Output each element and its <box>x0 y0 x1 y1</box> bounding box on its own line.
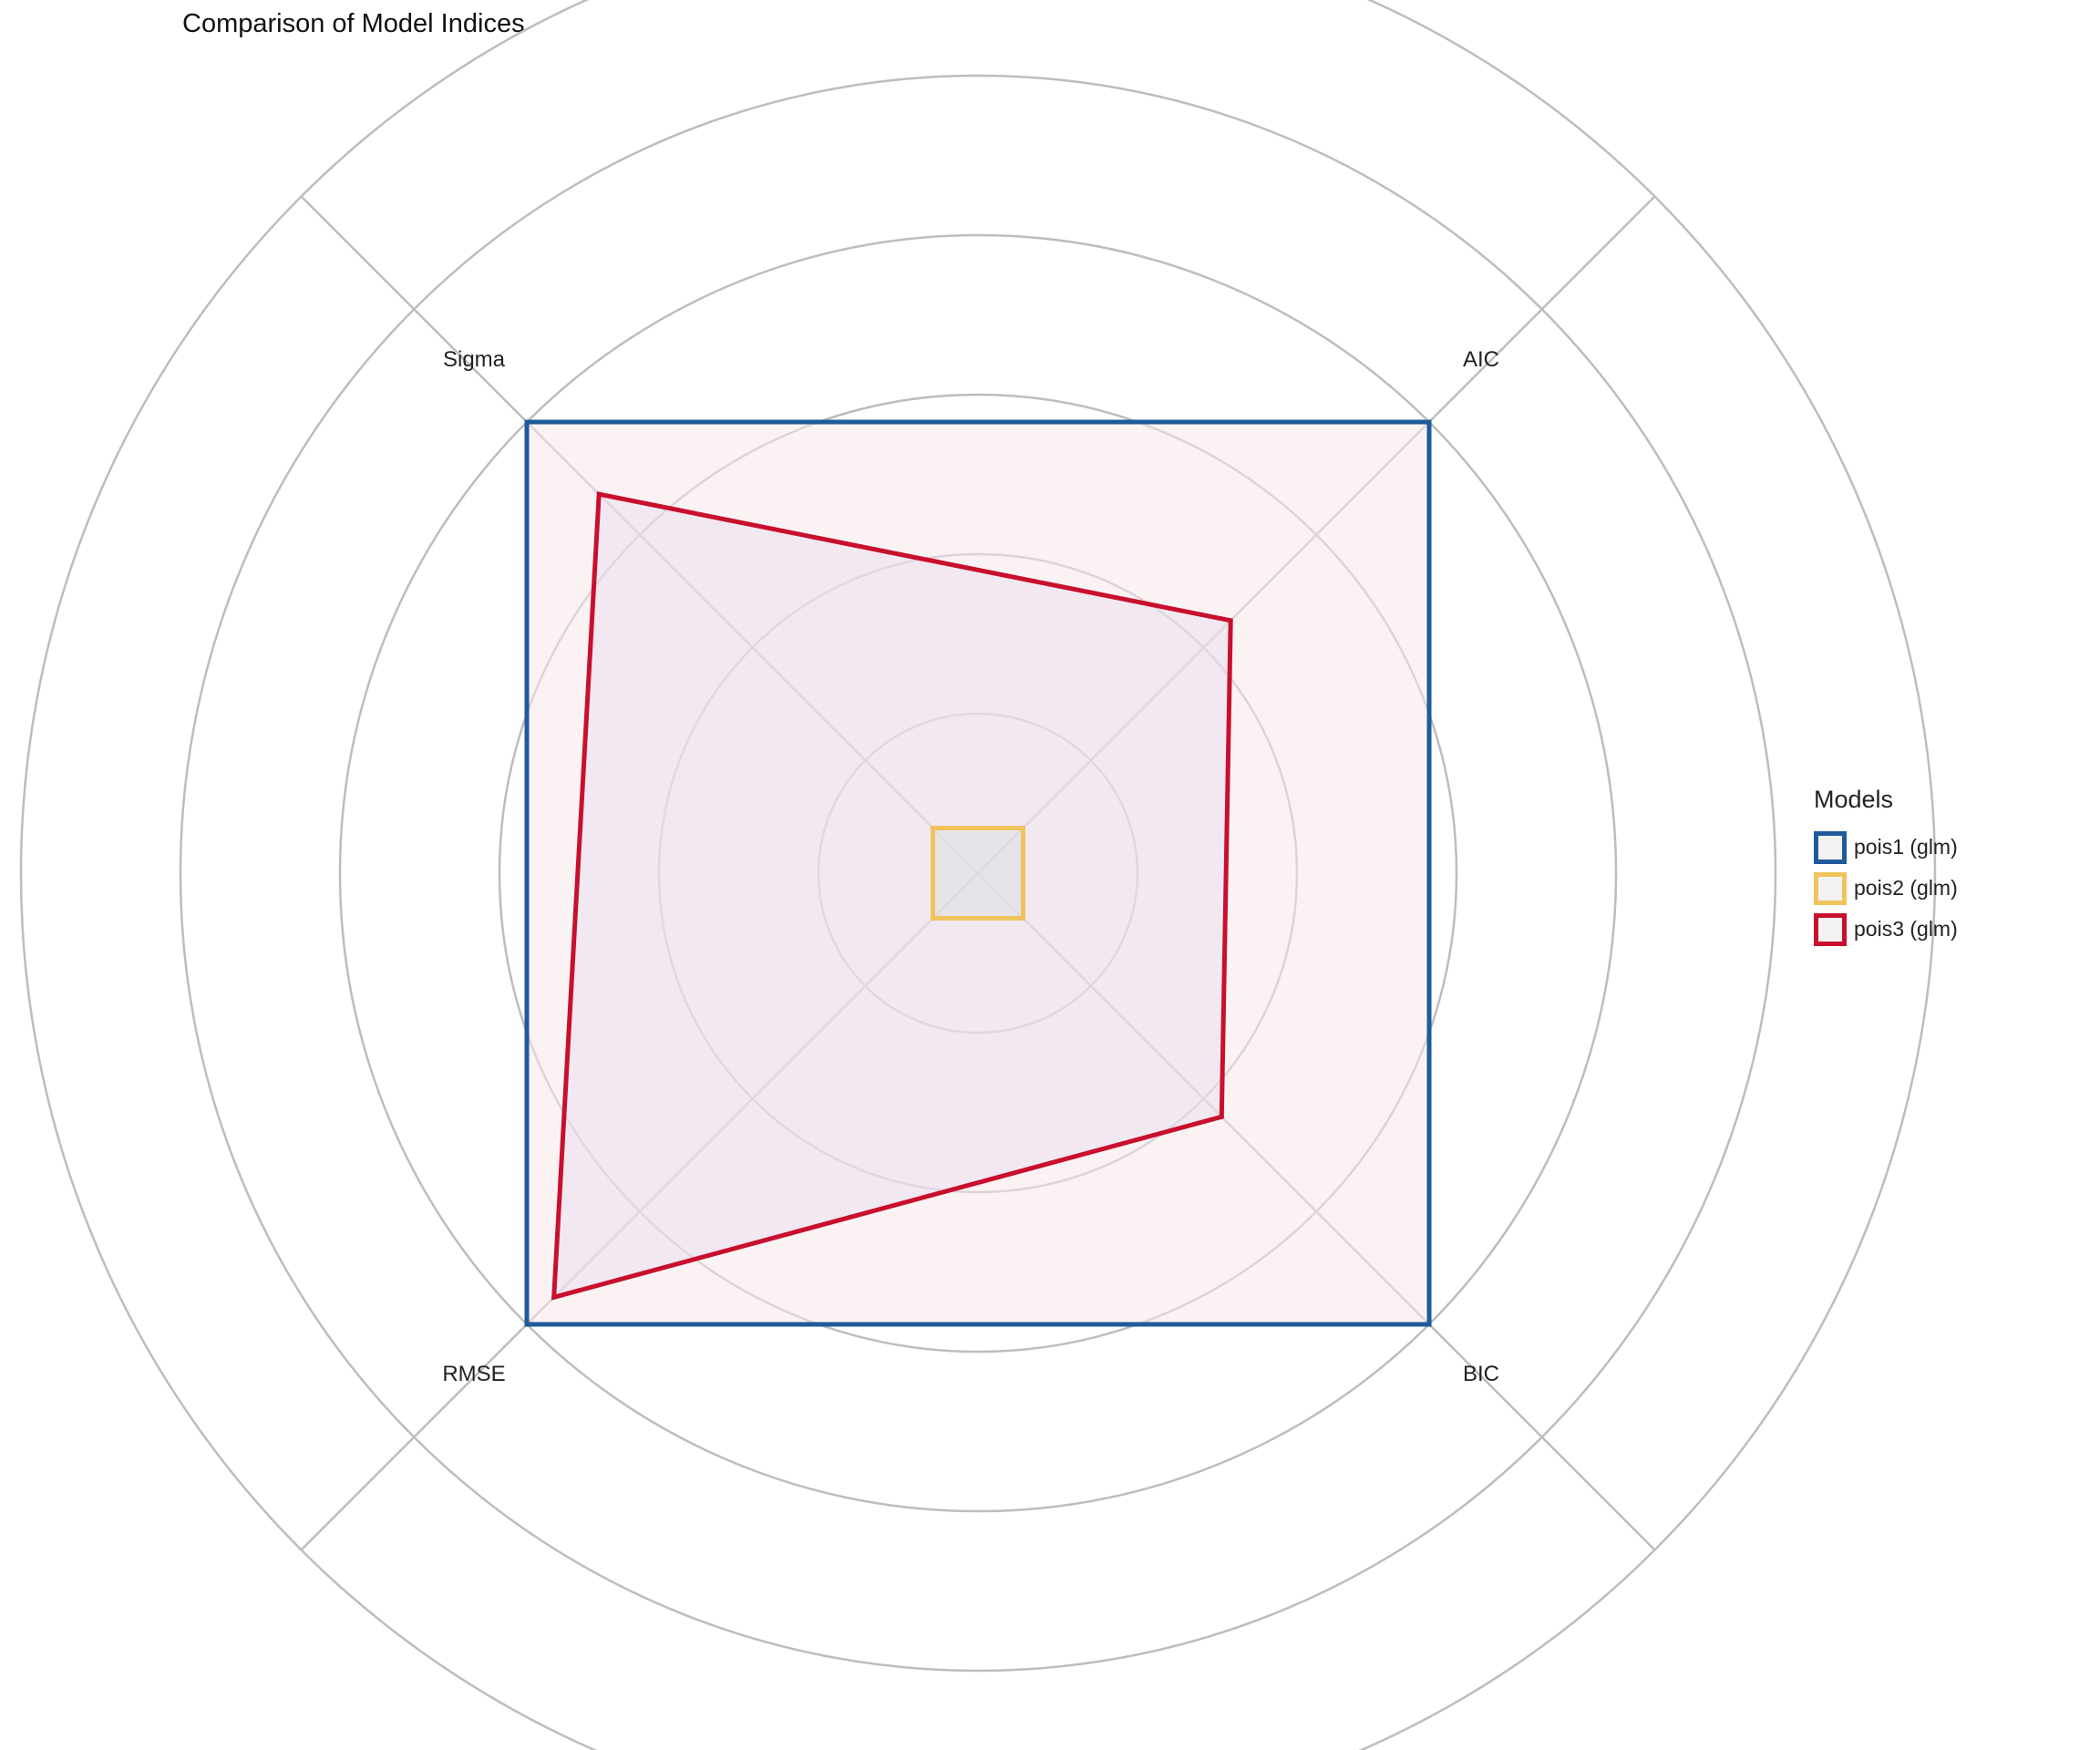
legend-item-3: pois3 (glm) <box>1814 909 1958 950</box>
axis-label-sigma: Sigma <box>443 347 506 372</box>
point-3-sigma <box>596 491 602 497</box>
point-1-rmse <box>524 1322 530 1327</box>
chart-title: Comparison of Model Indices <box>182 9 525 38</box>
axis-label-rmse: RMSE <box>442 1362 505 1386</box>
point-2-aic <box>1020 826 1025 831</box>
legend-label-3: pois3 (glm) <box>1854 917 1958 941</box>
series-outlines <box>524 419 1432 1327</box>
legend-label-2: pois2 (glm) <box>1854 876 1958 900</box>
grid-circle-5 <box>179 74 1777 1673</box>
axis-labels: AIC BIC RMSE Sigma <box>442 347 1499 1386</box>
legend-swatch-1 <box>1814 830 1847 864</box>
axis-label-bic: BIC <box>1463 1362 1499 1386</box>
axis-label-aic: AIC <box>1463 347 1499 372</box>
legend-swatch-3 <box>1814 912 1847 946</box>
series-fill-2 <box>932 828 1024 919</box>
legend-swatch-2 <box>1814 871 1847 905</box>
series-fill-3 <box>553 494 1231 1298</box>
point-3-aic <box>1228 618 1233 623</box>
legend-label-1: pois1 (glm) <box>1854 835 1958 859</box>
legend-item-2: pois2 (glm) <box>1814 868 1958 909</box>
point-3-rmse <box>551 1294 557 1300</box>
point-1-aic <box>1426 419 1432 425</box>
point-2-sigma <box>931 826 936 831</box>
legend-title: Models <box>1814 786 1894 813</box>
legend-item-1: pois1 (glm) <box>1814 827 1958 868</box>
point-3-bic <box>1219 1114 1224 1119</box>
grid-circle-4 <box>338 233 1618 1513</box>
point-2-rmse <box>931 915 936 921</box>
legend-items: pois1 (glm) pois2 (glm) pois3 (glm) <box>1814 827 1958 950</box>
grid-circle-3 <box>498 393 1458 1354</box>
point-1-sigma <box>524 419 530 425</box>
grid-circle-6 <box>20 0 1936 1750</box>
point-1-bic <box>1426 1322 1432 1327</box>
legend: Models pois1 (glm) pois2 (glm) pois3 (glm) <box>1814 786 1958 950</box>
point-2-bic <box>1020 915 1025 921</box>
series-fills <box>527 422 1429 1324</box>
